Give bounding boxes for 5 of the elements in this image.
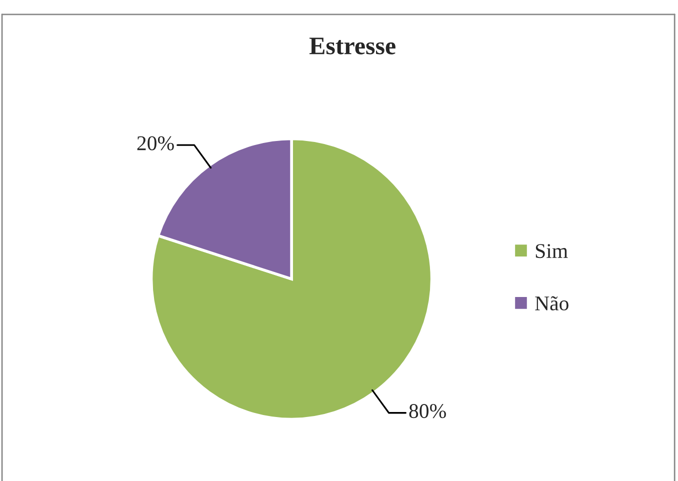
chart-title: Estresse (309, 38, 396, 54)
data-label: 20% (137, 136, 174, 150)
legend-label: Sim (536, 244, 568, 258)
data-label: 80% (409, 404, 446, 418)
legend-label: Não (535, 296, 568, 310)
